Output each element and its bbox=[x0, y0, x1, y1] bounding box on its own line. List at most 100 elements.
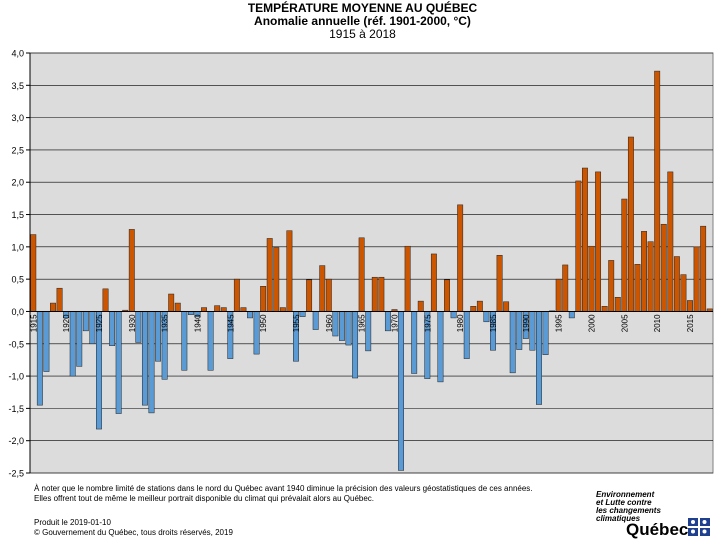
bar-1997 bbox=[568, 311, 575, 319]
x-tick-label: 2000 bbox=[588, 314, 597, 332]
bar-1927 bbox=[109, 311, 116, 346]
x-tick-label: 1965 bbox=[358, 314, 367, 332]
bar-1932 bbox=[141, 311, 148, 406]
bar-2010 bbox=[654, 70, 661, 312]
bar-2007 bbox=[634, 264, 641, 312]
bar-2001 bbox=[595, 171, 602, 312]
bar-2004 bbox=[614, 296, 621, 312]
bar-2006 bbox=[627, 136, 634, 312]
bar-2000 bbox=[588, 245, 595, 312]
x-tick-label: 1990 bbox=[522, 314, 531, 332]
bar-1998 bbox=[575, 180, 582, 312]
x-tick-label: 1920 bbox=[62, 314, 71, 332]
y-tick-label: 1,5 bbox=[11, 210, 24, 220]
quebec-flag-icon bbox=[688, 518, 710, 536]
bar-2014 bbox=[680, 274, 687, 312]
y-tick-label: -1,0 bbox=[8, 372, 24, 382]
y-tick-label: -1,5 bbox=[8, 404, 24, 414]
bar-1938 bbox=[181, 311, 188, 371]
x-tick-label: 1995 bbox=[555, 314, 564, 332]
y-tick-label: 0,5 bbox=[11, 275, 24, 285]
bar-1996 bbox=[562, 264, 569, 312]
bar-2016 bbox=[693, 246, 700, 312]
quebec-wordmark: Québec bbox=[626, 520, 689, 539]
bar-1941 bbox=[201, 307, 207, 312]
bar-1995 bbox=[555, 278, 562, 312]
ministry-line4: climatiques bbox=[596, 514, 641, 523]
bar-1942 bbox=[207, 311, 214, 371]
ministry-line2: et Lutte contre bbox=[596, 498, 652, 507]
bar-1976 bbox=[430, 253, 437, 312]
bar-1967 bbox=[371, 276, 378, 312]
y-tick-label: 2,0 bbox=[11, 178, 24, 188]
bar-1993 bbox=[542, 311, 549, 356]
chart-title: TEMPÉRATURE MOYENNE AU QUÉBEC bbox=[247, 1, 478, 15]
bar-1954 bbox=[286, 230, 293, 312]
y-tick-label: 2,5 bbox=[11, 145, 24, 155]
bar-2015 bbox=[687, 300, 693, 312]
chart-title-block: TEMPÉRATURE MOYENNE AU QUÉBEC Anomalie a… bbox=[0, 2, 725, 41]
bar-1918 bbox=[50, 302, 56, 312]
x-tick-label: 1945 bbox=[226, 314, 235, 332]
chart-period: 1915 à 2018 bbox=[329, 27, 396, 41]
bar-1937 bbox=[174, 302, 181, 312]
bar-1933 bbox=[148, 311, 155, 414]
bar-1930 bbox=[128, 229, 135, 312]
chart-subtitle: Anomalie annuelle (réf. 1901-2000, °C) bbox=[254, 14, 471, 28]
bar-1958 bbox=[312, 311, 319, 330]
bar-1978 bbox=[444, 279, 450, 312]
y-tick-label: 4,0 bbox=[11, 49, 24, 59]
x-tick-label: 1950 bbox=[259, 314, 268, 332]
bar-1922 bbox=[76, 311, 83, 367]
bar-1936 bbox=[168, 293, 175, 312]
bar-1965 bbox=[358, 237, 365, 312]
bar-1953 bbox=[279, 307, 286, 312]
bar-1946 bbox=[233, 278, 240, 312]
bar-1950 bbox=[260, 286, 267, 312]
station-note-line1: À noter que le nombre limité de stations… bbox=[34, 484, 533, 493]
bar-1923 bbox=[82, 311, 89, 332]
ministry-line1: Environnement bbox=[596, 490, 655, 499]
bar-1947 bbox=[240, 307, 247, 312]
bar-1915 bbox=[30, 234, 37, 312]
station-note-line2: Elles offrent tout de même le meilleur p… bbox=[34, 494, 375, 503]
bar-1986 bbox=[496, 254, 503, 312]
bar-1977 bbox=[437, 311, 444, 383]
x-tick-label: 1980 bbox=[456, 314, 465, 332]
y-tick-label: -2,5 bbox=[8, 469, 24, 479]
bar-2011 bbox=[660, 223, 667, 312]
y-tick-label: 3,0 bbox=[11, 113, 24, 123]
bar-1987 bbox=[503, 301, 510, 312]
bar-1971 bbox=[398, 311, 404, 471]
bar-1952 bbox=[273, 247, 280, 312]
bar-1926 bbox=[102, 288, 109, 312]
x-tick-label: 1940 bbox=[193, 314, 202, 332]
bar-1928 bbox=[115, 311, 122, 414]
bar-1919 bbox=[56, 287, 63, 312]
ministry-name: Environnement et Lutte contre les change… bbox=[596, 491, 686, 523]
y-tick-label: 0,0 bbox=[11, 307, 24, 317]
ministry-line3: les changements bbox=[596, 506, 661, 515]
x-tick-label: 1970 bbox=[390, 314, 399, 332]
y-tick-label: -2,0 bbox=[8, 436, 24, 446]
bar-1992 bbox=[536, 311, 542, 405]
bar-2005 bbox=[621, 198, 628, 312]
x-tick-label: 1960 bbox=[325, 314, 334, 332]
x-tick-label: 2005 bbox=[620, 314, 629, 332]
bar-1983 bbox=[476, 300, 483, 312]
bar-1951 bbox=[266, 238, 273, 312]
bar-2003 bbox=[608, 260, 615, 312]
bar-2017 bbox=[700, 225, 707, 312]
bar-2009 bbox=[647, 241, 654, 312]
bar-1973 bbox=[411, 311, 418, 374]
x-tick-label: 1935 bbox=[161, 314, 170, 332]
x-tick-label: 1915 bbox=[29, 314, 38, 332]
y-tick-label: -0,5 bbox=[8, 339, 24, 349]
bar-1968 bbox=[378, 276, 385, 312]
bar-1944 bbox=[220, 307, 227, 312]
bar-1988 bbox=[509, 311, 516, 374]
bar-1974 bbox=[417, 300, 424, 312]
x-tick-label: 1975 bbox=[423, 314, 432, 332]
bar-2008 bbox=[641, 231, 647, 312]
